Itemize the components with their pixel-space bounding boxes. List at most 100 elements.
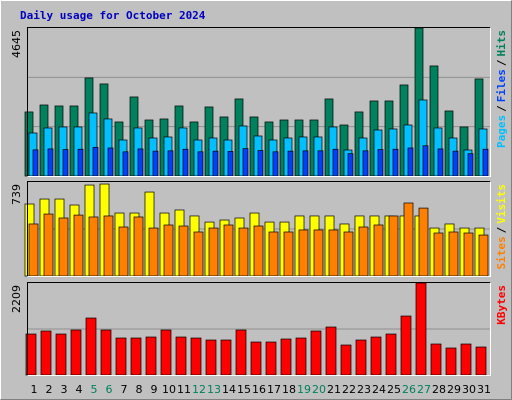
x-tick-label: 20 <box>312 383 326 396</box>
legend: KBytes <box>495 285 508 325</box>
bar <box>152 150 159 177</box>
bar <box>430 343 442 376</box>
bar <box>178 225 189 277</box>
legend-entry: Sites <box>495 236 508 269</box>
bar <box>272 151 279 177</box>
bar <box>437 148 444 177</box>
bar <box>223 224 234 277</box>
x-tick-label: 23 <box>357 383 371 396</box>
y-tick-label: 4645 <box>10 30 23 58</box>
bar <box>343 231 354 277</box>
bar <box>70 329 82 376</box>
legend-separator: / <box>495 226 508 233</box>
bar <box>452 150 459 177</box>
bar <box>197 151 204 177</box>
x-tick-label: 19 <box>297 383 311 396</box>
bar <box>73 214 84 277</box>
bar <box>32 149 39 177</box>
bar <box>62 149 69 177</box>
x-tick-label: 13 <box>207 383 221 396</box>
x-tick-label: 3 <box>61 383 68 396</box>
bar <box>107 147 114 177</box>
x-tick-label: 12 <box>192 383 206 396</box>
bar <box>433 232 444 277</box>
bar <box>115 337 127 376</box>
bar <box>475 346 487 376</box>
bar <box>92 146 99 177</box>
bar <box>88 216 99 277</box>
bar <box>302 150 309 177</box>
legend-separator: / <box>495 59 508 66</box>
bar <box>317 150 324 177</box>
bar <box>182 148 189 177</box>
bar <box>85 317 97 376</box>
legend-entry: KBytes <box>495 285 508 325</box>
bar <box>133 216 144 277</box>
bar <box>377 149 384 177</box>
bar <box>100 329 112 376</box>
y-tick-label: 739 <box>10 184 23 205</box>
x-tick-label: 6 <box>106 383 113 396</box>
bar <box>280 338 292 376</box>
panel-frame-light <box>27 181 491 277</box>
x-tick-label: 9 <box>151 383 158 396</box>
bar <box>55 333 67 376</box>
legend: Sites / Visits <box>495 184 508 270</box>
bar <box>385 333 397 376</box>
bar <box>190 337 202 376</box>
bar <box>40 330 52 376</box>
bar <box>332 148 339 177</box>
x-tick-label: 8 <box>136 383 143 396</box>
bar <box>145 336 157 376</box>
x-tick-label: 5 <box>91 383 98 396</box>
x-tick-label: 10 <box>162 383 176 396</box>
panel-frame-light <box>27 27 491 177</box>
x-tick-label: 27 <box>417 383 431 396</box>
bar <box>47 148 54 177</box>
legend-entry: Hits <box>495 30 508 57</box>
panel-frame-light <box>27 282 491 376</box>
legend: Pages / Files / Hits <box>495 30 508 148</box>
bar <box>235 329 247 376</box>
bar <box>118 226 129 277</box>
bar <box>370 336 382 376</box>
bar <box>250 341 262 376</box>
x-tick-label: 11 <box>177 383 191 396</box>
x-tick-label: 22 <box>342 383 356 396</box>
legend-entry: Visits <box>495 184 508 224</box>
bar <box>415 282 427 376</box>
x-tick-label: 7 <box>121 383 128 396</box>
bar <box>43 213 54 277</box>
y-tick-label: 2209 <box>10 285 23 313</box>
bar <box>463 232 474 277</box>
x-tick-label: 30 <box>462 383 476 396</box>
x-tick-label: 14 <box>222 383 236 396</box>
x-tick-label: 1 <box>31 383 38 396</box>
bar <box>238 227 249 277</box>
panel-frame-dark <box>27 282 491 376</box>
x-tick-label: 24 <box>372 383 386 396</box>
legend-entry: Pages <box>495 115 508 148</box>
bar <box>392 148 399 177</box>
bar <box>205 339 217 376</box>
bar <box>400 315 412 376</box>
panel-frame-dark <box>27 181 491 277</box>
bar <box>310 330 322 376</box>
bar <box>163 224 174 277</box>
x-tick-label: 18 <box>282 383 296 396</box>
bar <box>212 150 219 177</box>
bar <box>242 148 249 177</box>
bar <box>130 337 142 376</box>
bar <box>448 231 459 277</box>
legend-entry: Files <box>495 69 508 102</box>
bar <box>167 150 174 177</box>
bar <box>298 229 309 277</box>
bar <box>313 229 324 277</box>
bar <box>403 202 414 277</box>
bar <box>347 153 354 177</box>
bar <box>103 215 114 277</box>
x-tick-label: 17 <box>267 383 281 396</box>
chart-title: Daily usage for October 2024 <box>20 9 206 22</box>
bar <box>58 217 69 277</box>
